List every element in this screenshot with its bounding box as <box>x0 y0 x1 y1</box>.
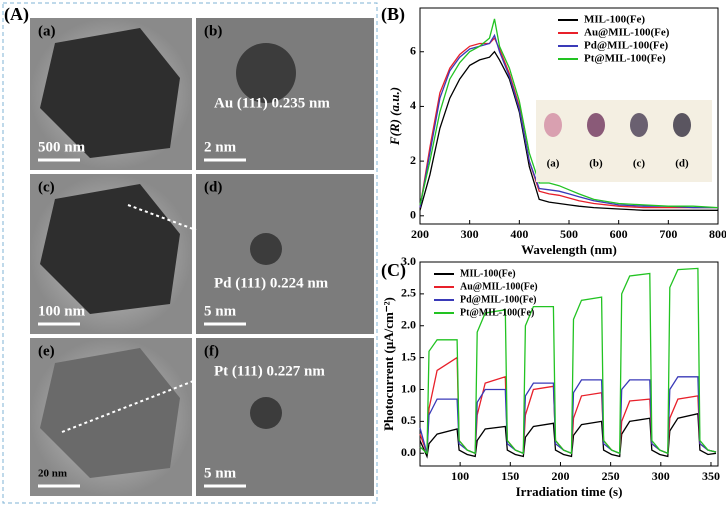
legend-label: MIL-100(Fe) <box>584 14 645 26</box>
x-tick-label: 150 <box>501 469 519 483</box>
image-label: (a) <box>38 23 56 39</box>
scale-bar-label: 500 nm <box>38 139 86 155</box>
x-tick-label: 400 <box>510 227 528 241</box>
sample-spot <box>630 113 648 137</box>
inset-label: (d) <box>675 158 689 170</box>
image-label: (b) <box>204 23 222 39</box>
inset-label: (c) <box>633 158 646 170</box>
pointer <box>127 204 197 231</box>
y-tick-label: 4 <box>410 98 416 112</box>
inset-photo <box>536 100 712 182</box>
sample-spot <box>544 113 562 137</box>
image-label: (c) <box>38 179 55 195</box>
scale-bar-label: 5 nm <box>204 303 237 319</box>
particle <box>40 348 180 478</box>
x-tick-label: 800 <box>709 227 726 241</box>
tem-image <box>196 174 374 334</box>
data-line <box>419 356 717 455</box>
legend-label: Pd@MIL-100(Fe) <box>460 294 537 305</box>
y-tick-label: 0 <box>410 208 416 222</box>
x-axis-label: Irradiation time (s) <box>516 484 623 499</box>
lattice-annotation: Pt (111) 0.227 nm <box>214 363 325 379</box>
legend-label: Au@MIL-100(Fe) <box>584 27 670 39</box>
nanoparticle <box>250 397 282 429</box>
x-tick-label: 700 <box>659 227 677 241</box>
data-line <box>419 18 719 209</box>
particle <box>40 184 180 314</box>
y-tick-label: 0.5 <box>401 413 416 427</box>
x-tick-label: 200 <box>551 469 569 483</box>
legend-label: Pd@MIL-100(Fe) <box>584 40 668 52</box>
x-tick-label: 500 <box>560 227 578 241</box>
y-tick-label: 2.0 <box>401 318 416 332</box>
scale-bar-label: 2 nm <box>204 139 237 155</box>
x-tick-label: 300 <box>461 227 479 241</box>
panel-label: (A) <box>4 4 29 25</box>
lattice-annotation: Pd (111) 0.224 nm <box>214 275 329 291</box>
inset-label: (b) <box>589 158 603 170</box>
sample-spot <box>673 113 691 137</box>
x-tick-label: 100 <box>451 469 469 483</box>
scale-bar-label: 20 nm <box>38 468 67 480</box>
nanoparticle <box>236 43 296 103</box>
panel-label: (B) <box>381 4 405 25</box>
image-label: (e) <box>38 343 55 359</box>
x-tick-label: 250 <box>602 469 620 483</box>
data-line <box>419 33 718 209</box>
x-tick-label: 350 <box>702 469 720 483</box>
inset-label: (a) <box>547 158 560 170</box>
lattice-annotation: Au (111) 0.235 nm <box>214 95 330 111</box>
y-tick-label: 6 <box>410 43 416 57</box>
nanoparticle <box>250 233 282 265</box>
data-line <box>419 267 717 455</box>
particle <box>40 28 180 158</box>
plot-frame <box>419 261 719 467</box>
x-tick-label: 200 <box>411 227 429 241</box>
y-tick-label: 0.0 <box>401 445 416 459</box>
y-tick-label: 3.0 <box>401 254 416 268</box>
legend-label: MIL-100(Fe) <box>460 268 516 279</box>
legend-label: Pt@MIL-100(Fe) <box>584 53 666 65</box>
data-line <box>419 50 718 211</box>
x-tick-label: 600 <box>610 227 628 241</box>
x-tick-label: 300 <box>652 469 670 483</box>
scale-bar-label: 5 nm <box>204 465 237 481</box>
y-tick-label: 1.5 <box>401 349 416 363</box>
tem-image <box>196 338 374 496</box>
panel-a-border <box>2 2 378 504</box>
image-label: (d) <box>204 179 222 195</box>
y-tick-label: 2 <box>410 153 416 167</box>
y-tick-label: 2.5 <box>401 286 416 300</box>
y-axis-label: Photocurrent (μA/cm⁻²) <box>381 297 396 431</box>
panel-label: (C) <box>381 260 406 281</box>
x-axis-label: Wavelength (nm) <box>521 242 617 257</box>
sample-spot <box>587 113 605 137</box>
y-axis-label: F(R) (a.u.) <box>387 87 402 146</box>
scale-bar-label: 100 nm <box>38 303 86 319</box>
y-tick-label: 1.0 <box>401 381 416 395</box>
image-label: (f) <box>204 343 219 359</box>
data-line <box>419 412 717 459</box>
legend-label: Au@MIL-100(Fe) <box>460 281 538 292</box>
legend-label: Pt@MIL-100(Fe) <box>460 307 534 318</box>
